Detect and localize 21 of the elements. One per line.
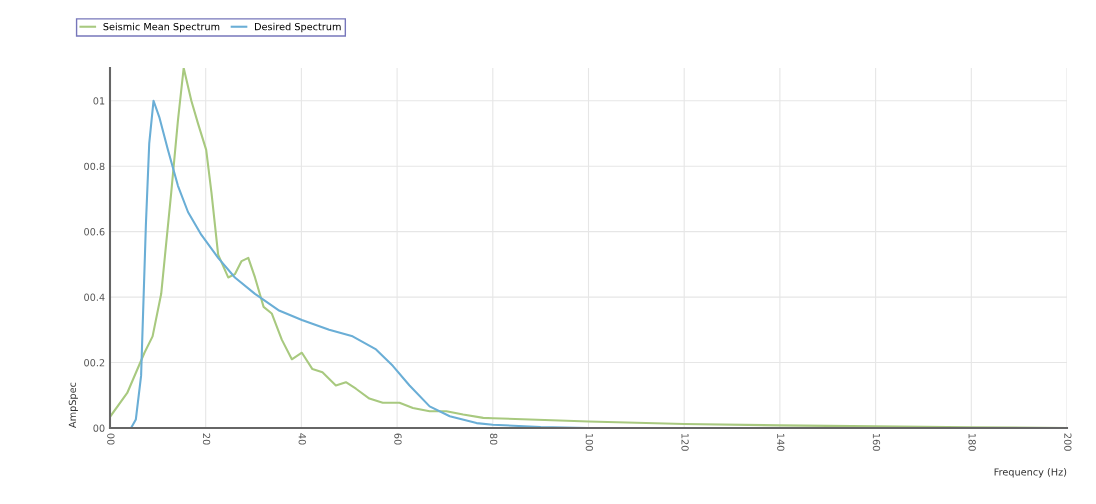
y-tick-label: 00.2: [84, 359, 105, 367]
y-axis-title: AmpSpec: [68, 382, 78, 428]
x-tick-label: 140: [777, 433, 785, 451]
y-tick-label: 00: [93, 424, 105, 432]
x-tick-label: 80: [489, 433, 498, 445]
x-tick-label: 160: [872, 433, 881, 451]
x-tick-label: 200: [1064, 433, 1072, 451]
y-tick-label: 00.8: [84, 162, 105, 171]
x-tick-label: 100: [585, 433, 594, 451]
y-tick-label: 00.4: [84, 293, 105, 301]
legend-label: Seismic Mean Spectrum: [103, 22, 220, 33]
y-tick-label: 01: [93, 97, 105, 105]
x-tick-label: 180: [968, 433, 976, 451]
x-tick-label: 40: [298, 433, 306, 445]
x-tick-label: 60: [394, 433, 402, 445]
x-axis-title: Frequency (Hz): [994, 468, 1067, 478]
x-tick-label: 00: [107, 433, 115, 445]
y-tick-label: 00.6: [84, 228, 105, 236]
x-tick-label: 20: [202, 433, 211, 445]
x-tick-label: 120: [681, 433, 689, 451]
legend-label: Desired Spectrum: [255, 22, 341, 33]
